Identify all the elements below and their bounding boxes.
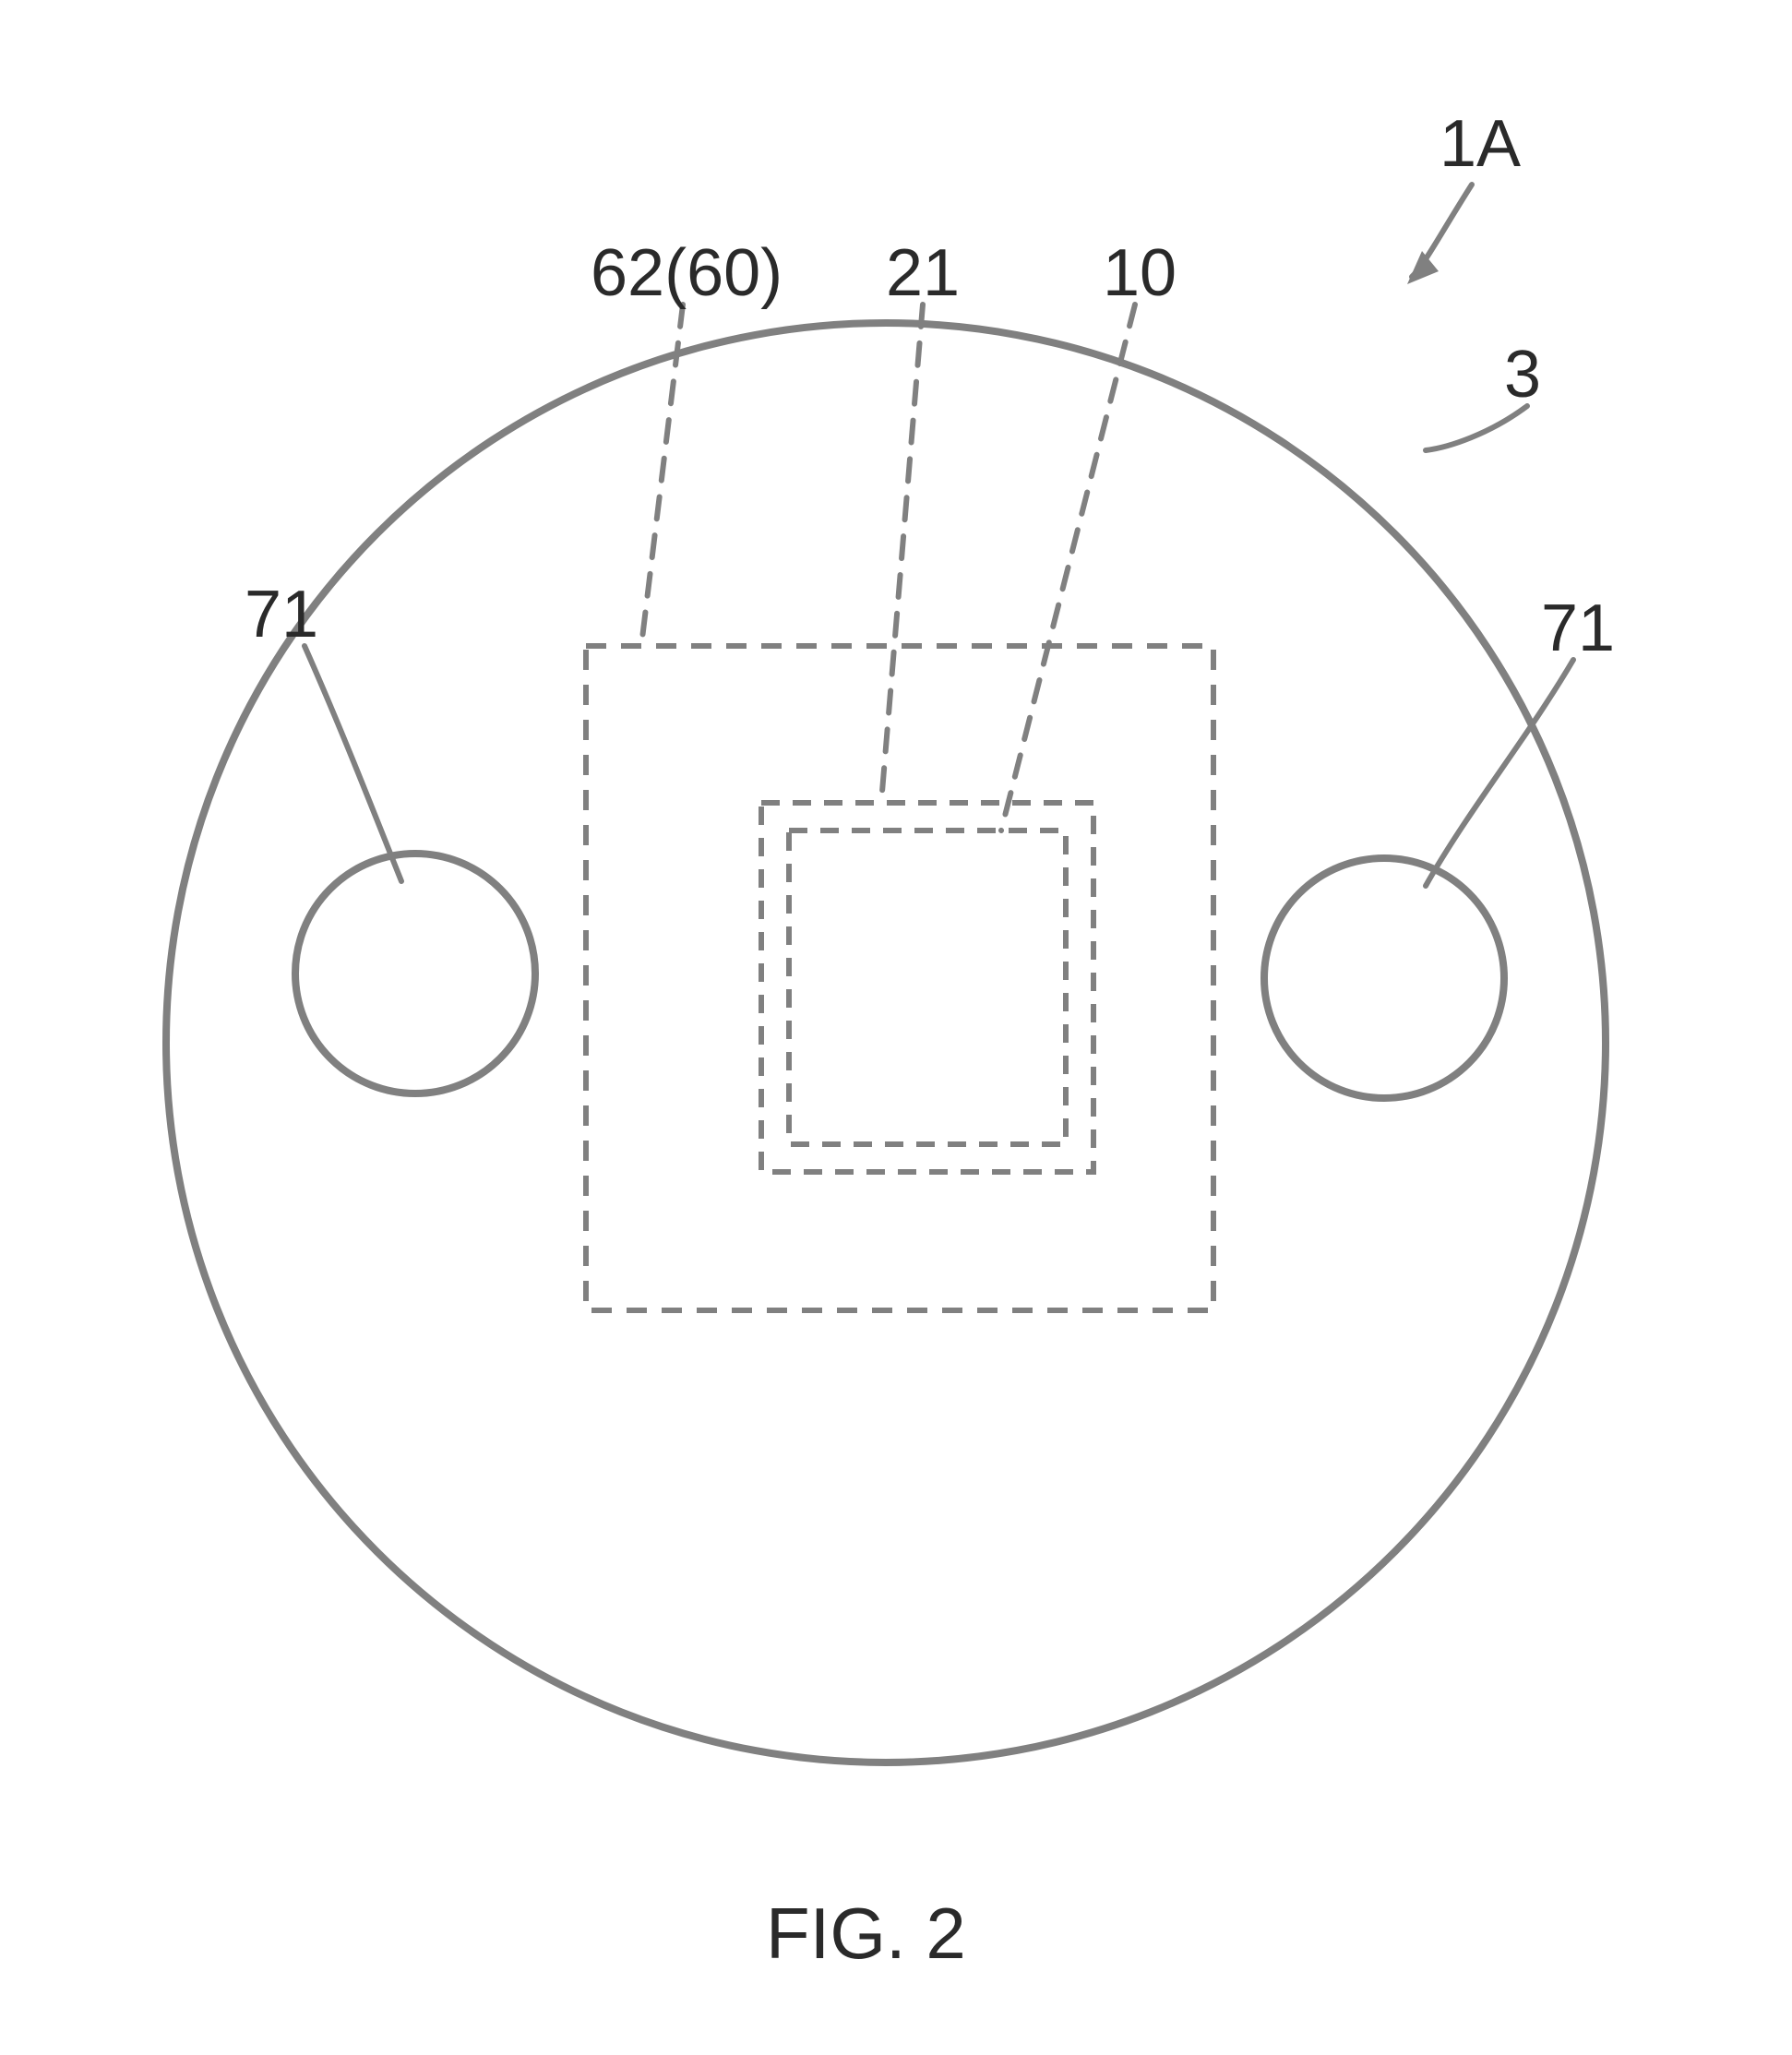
leader-21 (881, 305, 923, 803)
outer-dashed-square (586, 646, 1213, 1310)
label-10: 10 (1103, 235, 1177, 311)
figure-caption: FIG. 2 (766, 1892, 966, 1976)
label-71-right: 71 (1541, 591, 1615, 666)
label-21: 21 (886, 235, 960, 311)
label-3: 3 (1504, 337, 1541, 412)
small-circle-left (295, 854, 535, 1093)
arrowhead-1A (1407, 251, 1439, 284)
label-1A: 1A (1440, 106, 1521, 182)
label-62-60: 62(60) (591, 235, 783, 311)
small-circle-right (1264, 858, 1504, 1098)
leader-3 (1426, 406, 1527, 450)
figure-stage: 1A 3 71 71 62(60) 21 10 FIG. 2 (0, 0, 1792, 2055)
outer-circle (166, 323, 1606, 1762)
label-71-left: 71 (245, 577, 318, 652)
leader-71-left (305, 646, 401, 881)
inner-dashed-square (789, 830, 1066, 1144)
mid-dashed-square (761, 803, 1093, 1172)
leader-10 (1001, 305, 1135, 830)
